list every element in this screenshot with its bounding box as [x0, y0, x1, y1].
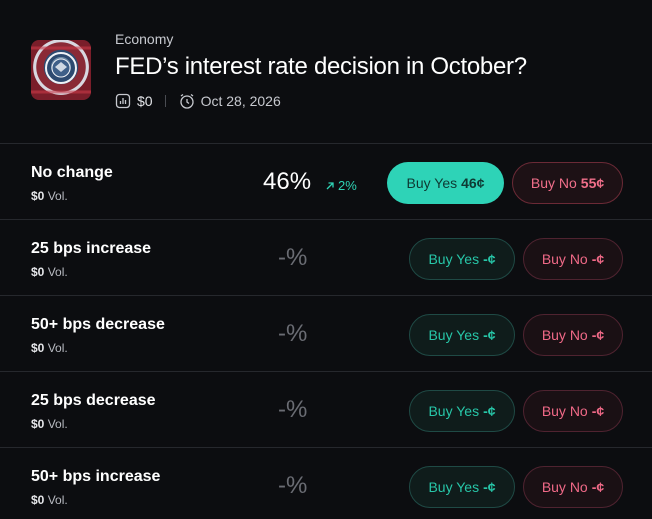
alarm-clock-icon [179, 93, 195, 109]
outcome-volume: $0 Vol. [31, 493, 68, 507]
outcome-volume-amount: $0 [31, 417, 45, 431]
buy-yes-price: -¢ [483, 251, 496, 267]
outcome-volume-suffix: Vol. [47, 417, 68, 431]
arrow-up-right-icon [326, 181, 334, 189]
outcome-name: 50+ bps increase [31, 468, 161, 485]
buy-no-price: -¢ [591, 327, 605, 343]
market-end-date: Oct 28, 2026 [200, 93, 281, 109]
buy-no-button[interactable]: Buy No -¢ [523, 466, 623, 508]
divider [0, 447, 652, 448]
outcome-volume-suffix: Vol. [47, 189, 68, 203]
meta-separator [164, 95, 166, 107]
divider [0, 371, 652, 372]
buy-no-button[interactable]: Buy No 55¢ [512, 162, 623, 204]
outcome-row[interactable]: 25 bps decrease $0 Vol. -% Buy Yes -¢ Buy… [0, 372, 652, 448]
outcome-change-value: 2% [338, 178, 357, 193]
market-title: FED’s interest rate decision in October? [115, 53, 527, 80]
outcome-percent: -% [278, 320, 308, 347]
buy-yes-button[interactable]: Buy Yes -¢ [409, 466, 515, 508]
divider [0, 143, 652, 144]
outcome-volume: $0 Vol. [31, 417, 68, 431]
outcome-volume: $0 Vol. [31, 265, 68, 279]
outcome-volume-amount: $0 [31, 189, 45, 203]
buy-no-label: Buy No [541, 251, 588, 267]
buy-no-button[interactable]: Buy No -¢ [523, 238, 623, 280]
buy-yes-button[interactable]: Buy Yes -¢ [409, 238, 515, 280]
outcome-row[interactable]: 50+ bps decrease $0 Vol. -% Buy Yes -¢ Bu… [0, 296, 652, 372]
divider [0, 219, 652, 220]
buy-no-button[interactable]: Buy No -¢ [523, 314, 623, 356]
buy-yes-button[interactable]: Buy Yes 46¢ [387, 162, 504, 204]
buy-yes-button[interactable]: Buy Yes -¢ [409, 390, 515, 432]
outcome-volume-amount: $0 [31, 493, 45, 507]
buy-no-button[interactable]: Buy No -¢ [523, 390, 623, 432]
buy-yes-label: Buy Yes [428, 251, 480, 267]
outcome-percent: -% [278, 244, 308, 271]
outcome-name: 25 bps decrease [31, 392, 156, 409]
outcome-percent: -% [278, 472, 308, 499]
buy-yes-price: -¢ [483, 403, 496, 419]
outcome-volume-amount: $0 [31, 265, 45, 279]
buy-no-label: Buy No [541, 327, 588, 343]
outcome-name: No change [31, 164, 113, 181]
market-category[interactable]: Economy [115, 31, 174, 47]
bar-chart-icon [115, 93, 131, 109]
outcome-name: 50+ bps decrease [31, 316, 165, 333]
buy-no-label: Buy No [530, 175, 577, 191]
buy-yes-price: -¢ [483, 327, 496, 343]
outcome-percent: 46% [263, 168, 312, 195]
outcome-percent: -% [278, 396, 308, 423]
buy-yes-price: 46¢ [461, 175, 485, 191]
outcome-volume-amount: $0 [31, 341, 45, 355]
buy-no-price: -¢ [591, 403, 605, 419]
outcome-row[interactable]: No change $0 Vol. 46% 2% Buy Yes 46¢ Buy … [0, 144, 652, 220]
outcome-volume-suffix: Vol. [47, 265, 68, 279]
buy-yes-label: Buy Yes [428, 327, 480, 343]
outcome-volume-suffix: Vol. [47, 341, 68, 355]
buy-yes-price: -¢ [483, 479, 496, 495]
market-meta: $0 Oct 28, 2026 [115, 92, 281, 110]
buy-no-label: Buy No [541, 479, 588, 495]
outcome-volume: $0 Vol. [31, 189, 68, 203]
divider [0, 295, 652, 296]
buy-no-label: Buy No [541, 403, 588, 419]
buy-yes-label: Buy Yes [428, 403, 480, 419]
market-thumbnail [31, 40, 91, 100]
outcome-row[interactable]: 50+ bps increase $0 Vol. -% Buy Yes -¢ Bu… [0, 448, 652, 519]
outcome-volume: $0 Vol. [31, 341, 68, 355]
buy-no-price: -¢ [591, 479, 605, 495]
outcome-volume-suffix: Vol. [47, 493, 68, 507]
market-volume: $0 [137, 93, 153, 109]
buy-yes-label: Buy Yes [428, 479, 480, 495]
outcome-change: 2% [325, 178, 357, 193]
buy-yes-button[interactable]: Buy Yes -¢ [409, 314, 515, 356]
outcome-row[interactable]: 25 bps increase $0 Vol. -% Buy Yes -¢ Buy… [0, 220, 652, 296]
buy-yes-label: Buy Yes [406, 175, 458, 191]
outcome-name: 25 bps increase [31, 240, 152, 257]
market-header: Economy FED’s interest rate decision in … [0, 0, 652, 144]
buy-no-price: 55¢ [580, 175, 605, 191]
buy-no-price: -¢ [591, 251, 605, 267]
